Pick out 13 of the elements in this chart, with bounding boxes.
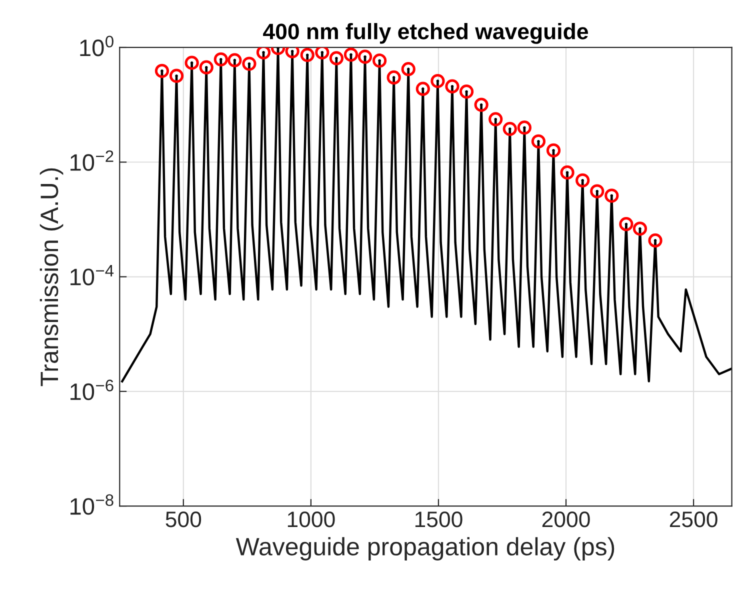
chart-title: 400 nm fully etched waveguide [263, 23, 588, 44]
y-tick-label: 10$^{−6}$ [70, 380, 114, 400]
x-tick-label: 2000 [542, 511, 590, 528]
x-tick-label: 500 [166, 511, 202, 528]
x-axis-title: Waveguide propagation delay (ps) [236, 537, 614, 560]
y-tick-label: 10$^{−8}$ [70, 494, 114, 515]
y-tick-label: 10$^{0}$ [80, 36, 114, 56]
x-tick-label: 1000 [288, 511, 335, 528]
y-tick-label: 10$^{−2}$ [70, 150, 114, 171]
y-axis-title: Transmission (A.U.) [40, 168, 64, 386]
y-tick-label: 10$^{−4}$ [70, 265, 114, 286]
x-tick-label: 2500 [670, 511, 718, 528]
x-tick-label: 1500 [415, 511, 462, 528]
